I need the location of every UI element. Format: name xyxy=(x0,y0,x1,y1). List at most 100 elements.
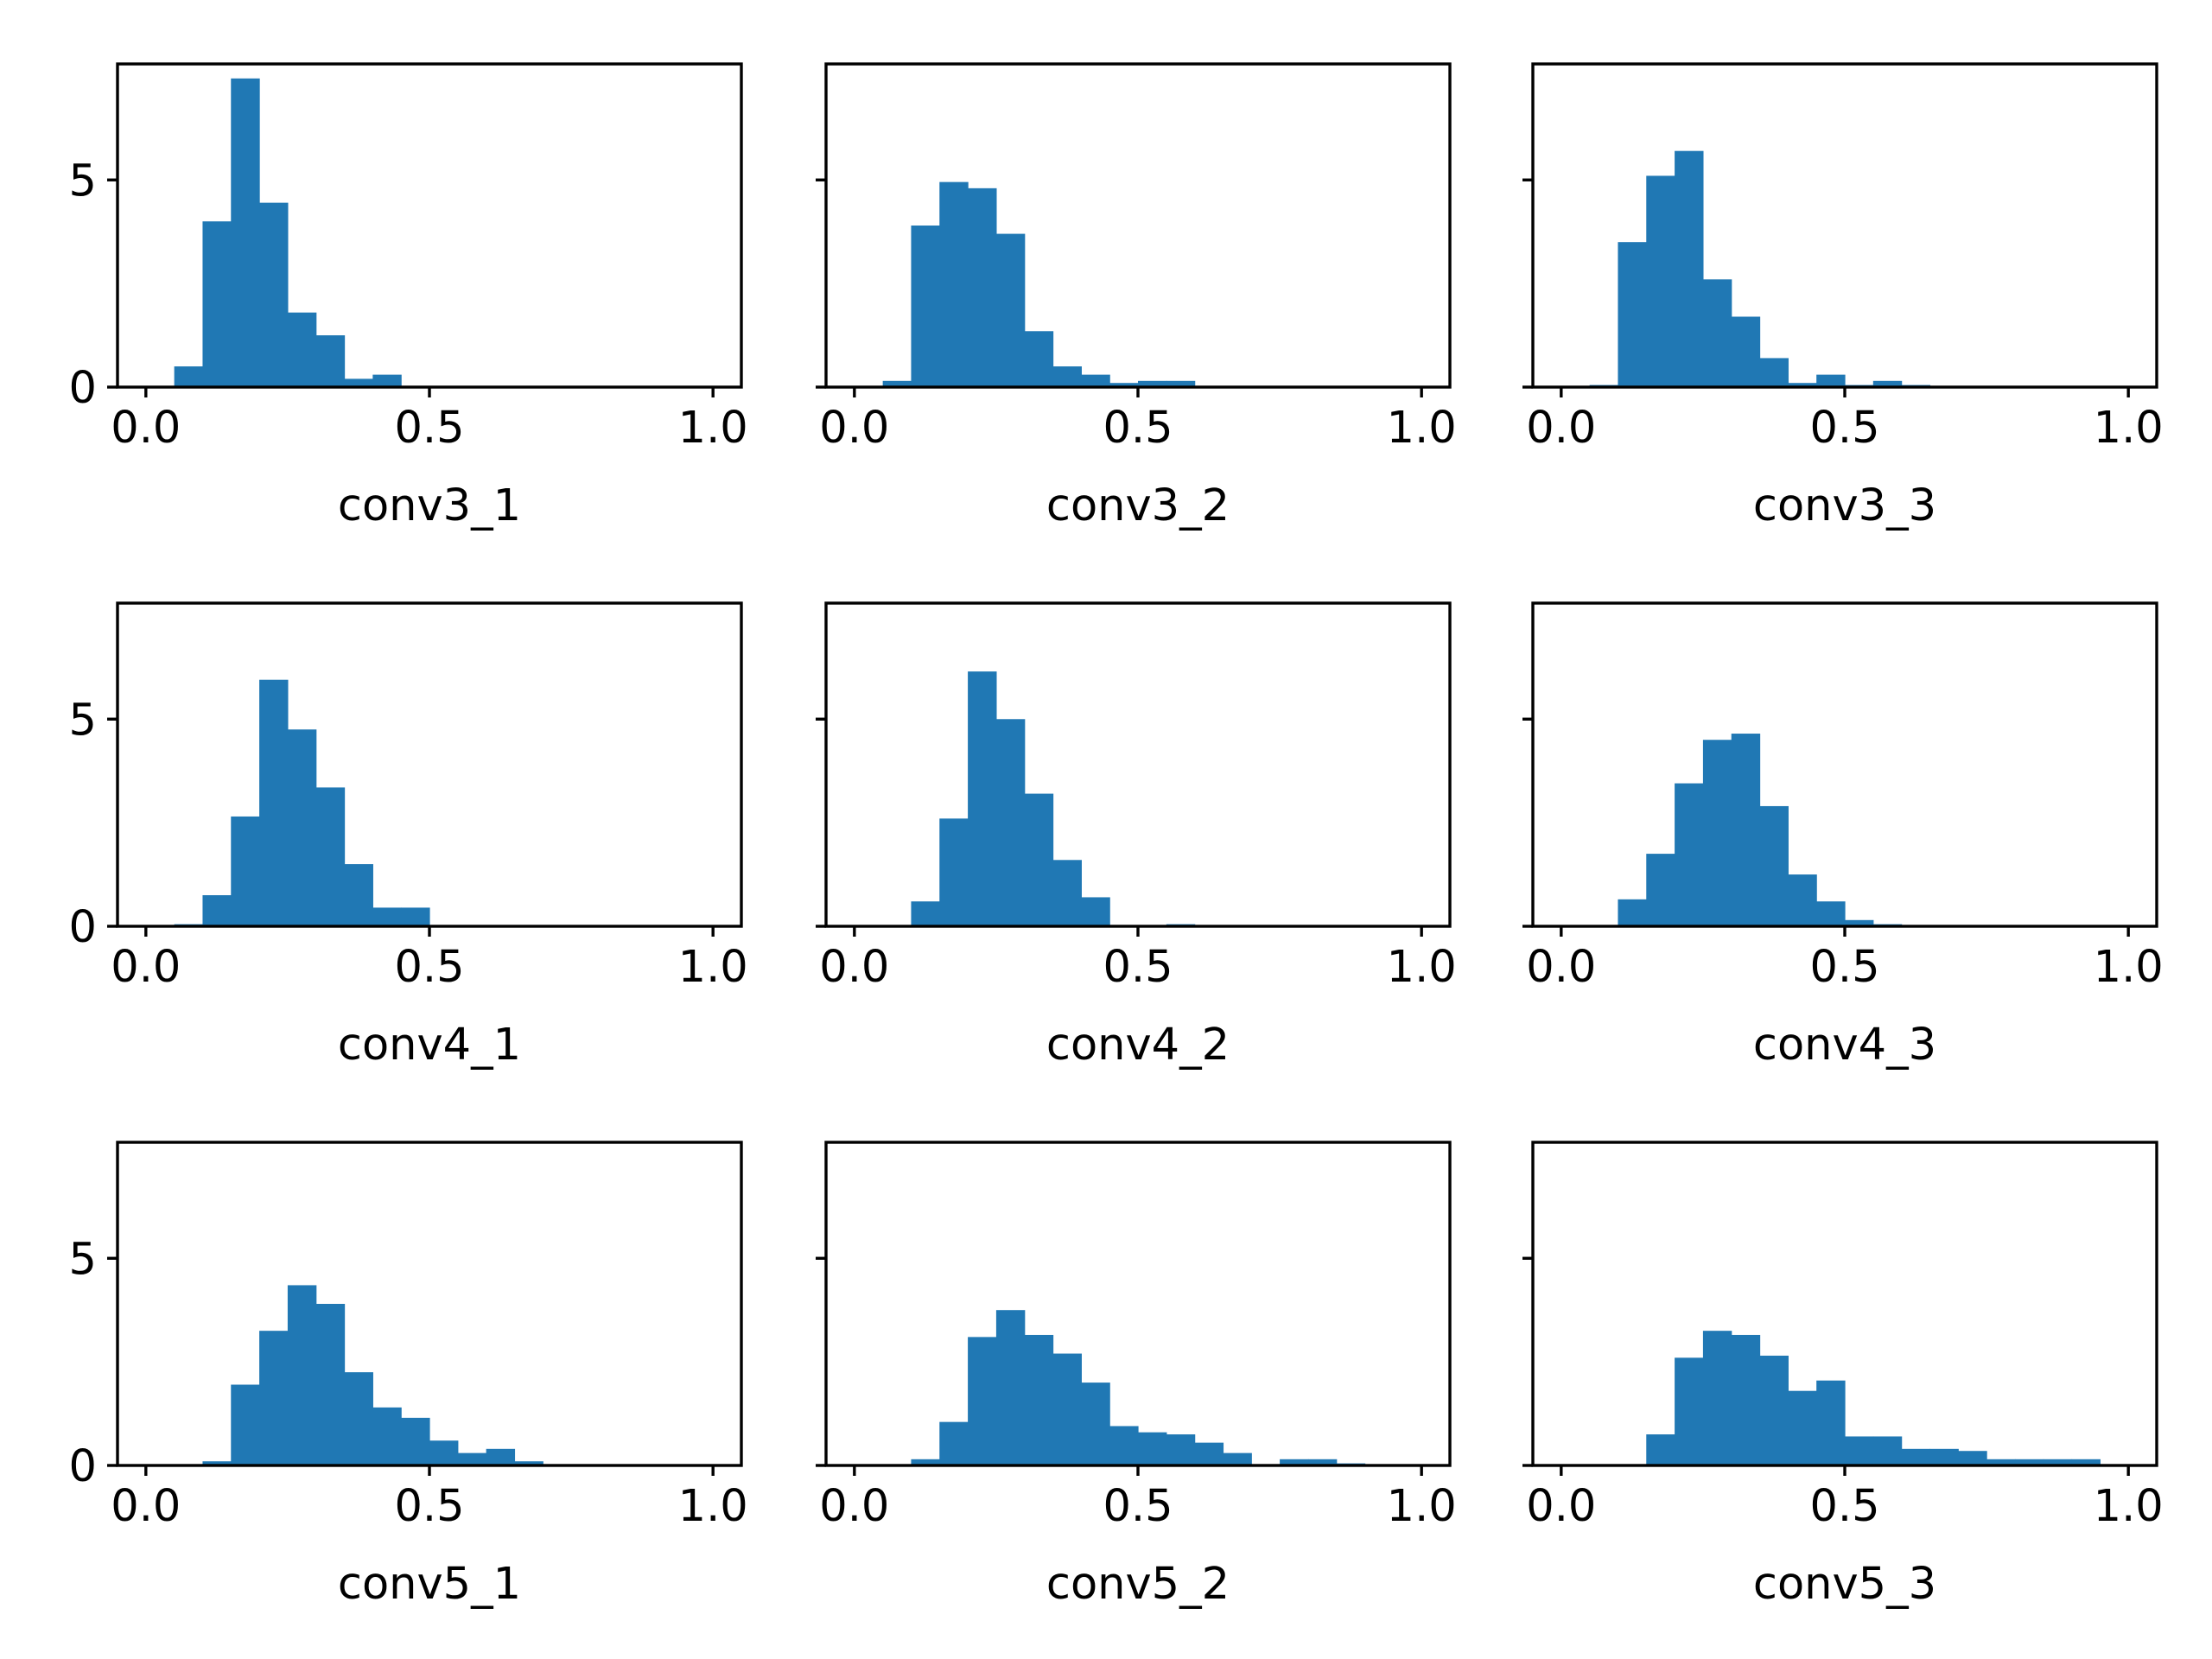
x-axis-title: conv5_2 xyxy=(1046,1559,1230,1610)
x-tick-label: 1.0 xyxy=(1387,1481,1457,1532)
x-tick-label: 1.0 xyxy=(2094,403,2164,454)
histogram-bar xyxy=(315,1304,346,1465)
histogram-bar xyxy=(1759,358,1789,387)
histogram-bar xyxy=(1646,854,1675,926)
x-tick-label: 0.5 xyxy=(1103,942,1173,993)
histogram-bar xyxy=(259,679,289,926)
histogram-bar xyxy=(315,787,346,926)
panel-conv4-2: 0.0 0.5 1.0 conv4_2 xyxy=(816,601,1457,1071)
histogram-bar xyxy=(1618,242,1647,387)
histogram-bar xyxy=(1052,860,1082,926)
panel-conv5-2: 0.0 0.5 1.0 conv5_2 xyxy=(816,1141,1457,1610)
panel-conv3-1: 0.0 0.5 1.0 0 5 conv3_1 xyxy=(69,62,748,531)
x-tick-label: 0.5 xyxy=(1809,1481,1879,1532)
histogram-bar xyxy=(1166,1434,1196,1465)
axes-frame xyxy=(824,601,1452,928)
x-tick-label: 0.0 xyxy=(819,1481,889,1532)
histogram-bar xyxy=(1731,734,1761,926)
histogram-bar xyxy=(1702,279,1732,387)
histogram-bar xyxy=(1958,1451,1987,1465)
histogram-bar xyxy=(514,1461,543,1465)
x-tick-label: 0.0 xyxy=(819,403,889,454)
panel-conv4-1: 0.0 0.5 1.0 0 5 conv4_1 xyxy=(69,601,748,1071)
histogram-bar xyxy=(939,181,969,387)
histogram-bar xyxy=(202,1461,232,1465)
axes-frame xyxy=(116,1141,743,1467)
y-tick-label: 0 xyxy=(69,363,97,414)
histogram-bar xyxy=(968,188,997,387)
x-tick-label: 0.0 xyxy=(111,1481,181,1532)
histogram-bar xyxy=(1731,316,1761,387)
y-tick-label: 5 xyxy=(69,695,97,746)
histogram-bar xyxy=(372,1407,402,1465)
histogram-bar xyxy=(1845,1436,1874,1465)
histogram-bar xyxy=(344,864,373,926)
histogram-bar xyxy=(1675,150,1704,387)
histogram-bar xyxy=(174,366,204,387)
x-tick-label: 1.0 xyxy=(1387,942,1457,993)
x-tick-label: 0.0 xyxy=(111,942,181,993)
x-tick-label: 0.5 xyxy=(394,942,464,993)
x-axis-title: conv5_1 xyxy=(338,1559,521,1610)
histogram-bar xyxy=(1702,1331,1732,1465)
y-tick-label: 0 xyxy=(69,902,97,953)
histogram-bar xyxy=(1166,380,1196,387)
histogram-bar xyxy=(1646,1434,1675,1465)
histogram-bar xyxy=(968,1337,997,1465)
x-axis-title: conv3_1 xyxy=(338,480,521,531)
histogram-bar xyxy=(1731,1334,1761,1465)
x-axis-title: conv3_3 xyxy=(1753,480,1936,531)
x-tick-label: 1.0 xyxy=(678,1481,748,1532)
histogram-bar xyxy=(401,1417,430,1465)
panel-conv3-2: 0.0 0.5 1.0 conv3_2 xyxy=(816,62,1457,531)
histogram-bar xyxy=(1052,1353,1082,1465)
histogram-bar xyxy=(1138,1432,1167,1465)
x-tick-label: 0.5 xyxy=(394,1481,464,1532)
x-axis-title: conv3_2 xyxy=(1046,480,1230,531)
histogram-bar xyxy=(1872,1436,1903,1465)
histogram-bar xyxy=(1675,1357,1704,1465)
histogram-bar xyxy=(911,1459,940,1465)
histogram-bar xyxy=(1024,1334,1054,1465)
histogram-bar xyxy=(1194,1442,1224,1465)
histogram-bar xyxy=(287,312,317,387)
x-tick-label: 1.0 xyxy=(678,942,748,993)
histogram-bar xyxy=(1759,1355,1789,1465)
histogram-bar xyxy=(1223,1452,1252,1465)
histogram-bar xyxy=(1901,1448,1931,1465)
histogram-bar xyxy=(1788,383,1817,387)
axes-frame xyxy=(116,601,743,928)
histogram-bar xyxy=(1081,1382,1110,1465)
x-tick-label: 0.5 xyxy=(394,403,464,454)
histogram-bar xyxy=(1845,919,1874,926)
histogram-bar xyxy=(1618,899,1647,926)
x-axis-title: conv4_1 xyxy=(338,1020,521,1071)
histogram-bar xyxy=(995,1310,1026,1465)
histogram-bar xyxy=(2071,1459,2101,1465)
histogram-bar xyxy=(2014,1459,2044,1465)
panel-conv4-3: 0.0 0.5 1.0 conv4_3 xyxy=(1522,601,2164,1071)
y-tick-label: 5 xyxy=(69,156,97,207)
histogram-bar xyxy=(1307,1459,1338,1465)
x-axis-title: conv5_3 xyxy=(1753,1559,1936,1610)
histogram-bar xyxy=(995,719,1026,926)
histogram-bar xyxy=(1929,1448,1959,1465)
histogram-bar xyxy=(911,901,940,926)
histogram-bar xyxy=(1024,331,1054,387)
histogram-bar xyxy=(457,1452,487,1465)
histogram-bar xyxy=(1788,1390,1817,1465)
histogram-bar xyxy=(1109,1426,1139,1465)
y-tick-label: 0 xyxy=(69,1441,97,1492)
histogram-bar xyxy=(231,816,260,926)
histogram-bar xyxy=(315,335,346,387)
x-tick-label: 0.0 xyxy=(111,403,181,454)
histogram-bar xyxy=(1081,374,1110,387)
histogram-bar xyxy=(1280,1459,1309,1465)
histogram-bar xyxy=(2043,1459,2073,1465)
x-tick-label: 0.5 xyxy=(1809,403,1879,454)
histogram-bar xyxy=(1816,1380,1846,1465)
axes-frame xyxy=(824,1141,1452,1467)
x-tick-label: 1.0 xyxy=(2094,1481,2164,1532)
histogram-bar xyxy=(202,895,232,926)
